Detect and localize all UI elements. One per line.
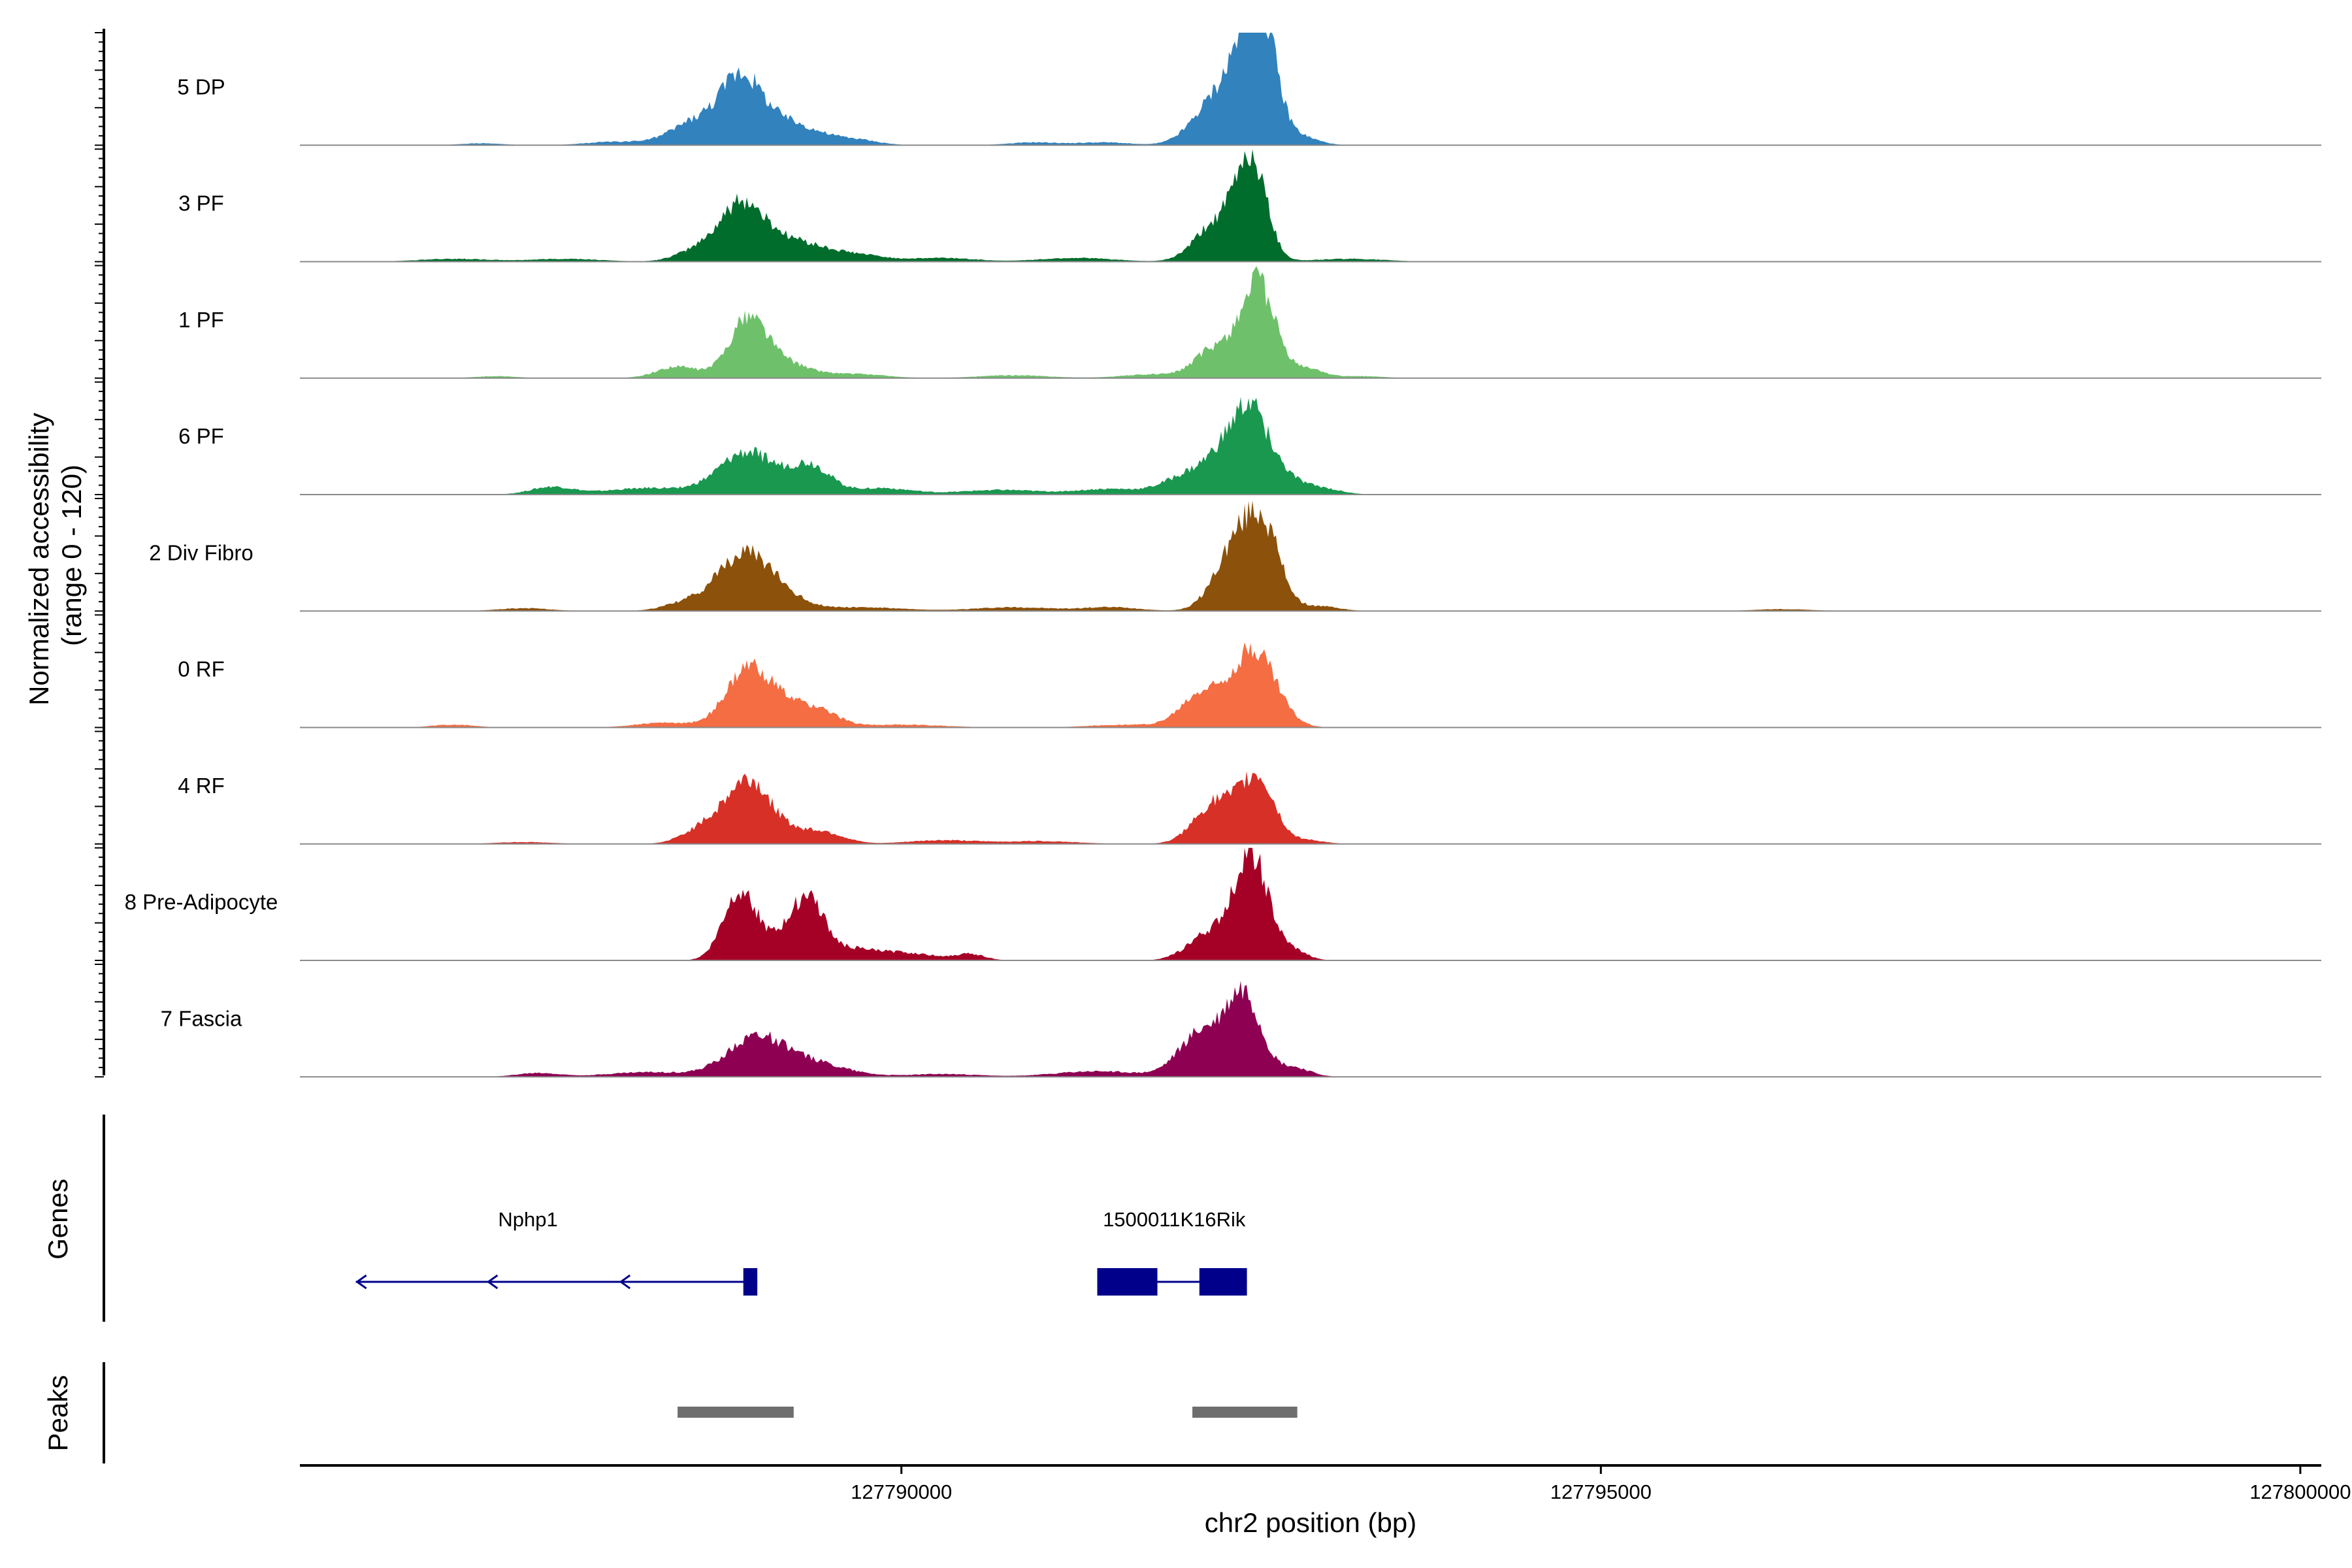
x-axis-title: chr2 position (bp) (1205, 1507, 1417, 1538)
y-axis-title-line-2: (range 0 - 120) (56, 465, 87, 646)
x-tick-label: 127795000 (1550, 1480, 1652, 1503)
peak-region (1192, 1407, 1298, 1418)
gene: Nphp1 (355, 1208, 758, 1296)
coverage-area (300, 981, 2321, 1077)
x-axis: chr2 position (bp) 127790000 127795000 127… (300, 1464, 2351, 1538)
y-axis-title-line-1: Normalized accessibility (24, 413, 54, 706)
strand-arrow (486, 1274, 498, 1290)
coverage-area (300, 266, 2321, 378)
track: 0 RF (178, 642, 2321, 728)
coverage-tracks: 5 DP 3 PF 1 PF 6 PF 2 Div Fibro 0 RF 4 RF 8 Pre… (125, 33, 2321, 1078)
x-tick-label: 127790000 (851, 1480, 952, 1503)
coverage-area (300, 397, 2321, 495)
peak-region (678, 1407, 794, 1418)
coverage-area (300, 500, 2321, 612)
track: 6 PF (178, 397, 2321, 495)
track: 4 RF (178, 771, 2321, 845)
x-tick-label: 127800000 (2249, 1480, 2351, 1503)
track: 7 Fascia (161, 981, 2321, 1078)
track-label: 3 PF (178, 191, 224, 216)
track: 2 Div Fibro (149, 500, 2321, 612)
coverage-area (300, 149, 2321, 262)
track-label: 2 Div Fibro (149, 540, 253, 564)
track: 5 DP (177, 33, 2321, 146)
gene: 1500011K16Rik (1097, 1208, 1247, 1296)
track-label: 4 RF (178, 774, 225, 798)
track-label: 7 Fascia (161, 1006, 242, 1030)
gene-exon (1097, 1268, 1158, 1296)
coverage-area (300, 771, 2321, 844)
genes-panel-title: Genes (42, 1179, 73, 1260)
track: 8 Pre-Adipocyte (125, 847, 2321, 961)
gene-exon (1199, 1268, 1247, 1296)
genes-panel: Genes Nphp1 1500011K16Rik (42, 1115, 1247, 1322)
peaks-panel-title: Peaks (42, 1375, 73, 1452)
strand-arrow (619, 1274, 631, 1290)
peaks-panel: Peaks (42, 1362, 1298, 1463)
coverage-area (300, 847, 2321, 960)
y-axis-title: Normalized accessibility (range 0 - 120) (24, 405, 87, 706)
gene-label: 1500011K16Rik (1103, 1208, 1246, 1231)
gene-label: Nphp1 (498, 1208, 557, 1231)
track: 3 PF (178, 149, 2321, 263)
track-label: 0 RF (178, 657, 225, 681)
track: 1 PF (178, 266, 2321, 379)
track-label: 6 PF (178, 424, 224, 448)
y-axis: Normalized accessibility (range 0 - 120) (24, 29, 105, 1078)
gene-exon (743, 1268, 758, 1296)
coverage-area (300, 642, 2321, 728)
track-label: 5 DP (177, 74, 225, 99)
coverage-area (300, 33, 2321, 146)
strand-arrow (355, 1274, 367, 1290)
track-label: 1 PF (178, 308, 224, 332)
track-label: 8 Pre-Adipocyte (125, 890, 278, 914)
